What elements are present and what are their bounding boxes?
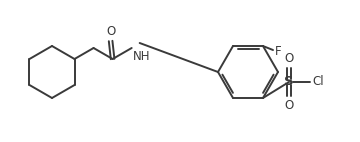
Text: O: O	[284, 99, 294, 112]
Text: F: F	[275, 45, 282, 58]
Text: O: O	[106, 25, 115, 38]
Text: Cl: Cl	[312, 76, 324, 88]
Text: S: S	[284, 76, 294, 88]
Text: O: O	[284, 52, 294, 65]
Text: NH: NH	[133, 50, 150, 63]
